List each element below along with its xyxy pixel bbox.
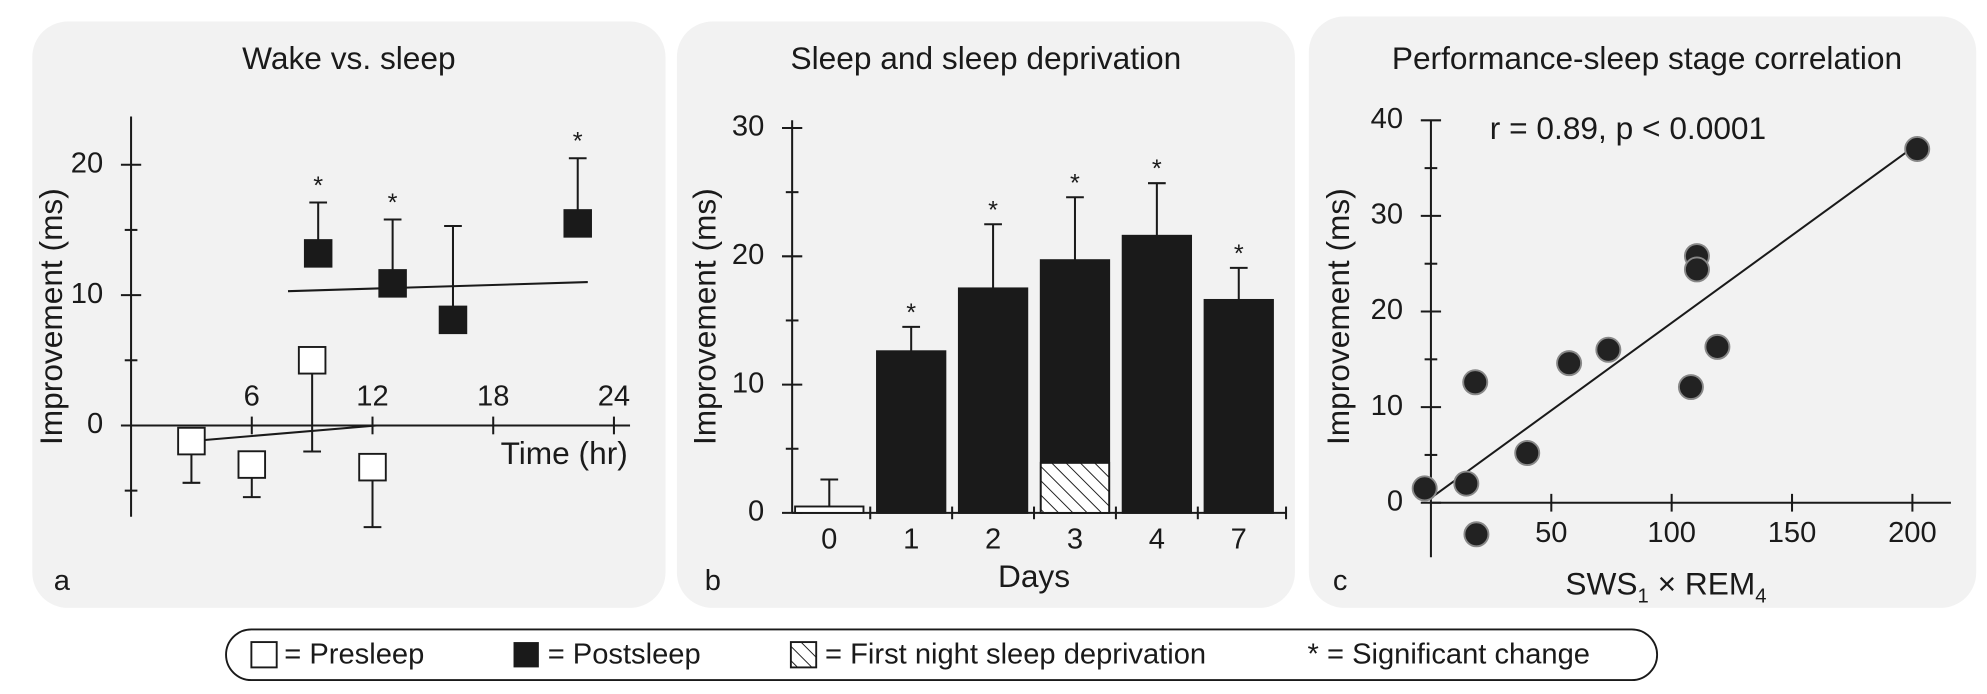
legend-swatch (513, 642, 539, 668)
x-tick-label: 100 (1647, 517, 1696, 549)
x-axis-label: Time (hr) (501, 435, 628, 471)
y-tick-label: 0 (87, 408, 103, 440)
x-tick-label: 4 (1149, 523, 1165, 555)
x-tick-label: 6 (244, 380, 260, 412)
y-tick-label: 10 (71, 278, 103, 310)
x-tick-label: 24 (598, 380, 630, 412)
x-axis-label-part: 4 (1755, 586, 1766, 608)
panel-c-bg (1308, 16, 1977, 608)
y-tick-label: 40 (1371, 103, 1403, 135)
point (1514, 440, 1541, 466)
legend-label: = Presleep (284, 639, 424, 671)
x-tick-label: 200 (1888, 517, 1937, 549)
trend-line (191, 424, 377, 443)
y-tick-label: 30 (1371, 199, 1403, 231)
x-tick-label: 7 (1231, 523, 1247, 555)
hatched-bar (1039, 461, 1111, 514)
significance-star: * (1152, 155, 1162, 183)
bar (1203, 298, 1274, 514)
point (1462, 369, 1489, 396)
point (1411, 475, 1438, 502)
y-tick-label: 0 (748, 496, 764, 528)
point (378, 269, 407, 298)
point (438, 305, 468, 335)
significance-star: * (1070, 169, 1080, 197)
significance-star: * (388, 189, 398, 217)
point (297, 346, 327, 375)
legend-swatch (789, 641, 818, 669)
significance-star: * (313, 172, 323, 200)
point (1904, 136, 1931, 162)
annotation: r = 0.89, p < 0.0001 (1490, 110, 1766, 146)
panel-title: Performance-sleep stage correlation (1392, 40, 1902, 76)
y-tick-label: 20 (1371, 294, 1403, 326)
x-tick-label: 12 (356, 380, 388, 412)
x-tick-label: 50 (1535, 517, 1567, 549)
x-tick-label: 2 (985, 523, 1001, 555)
point (1453, 470, 1480, 497)
x-axis-label-part: SWS (1565, 566, 1637, 602)
point (1677, 374, 1704, 401)
bar (876, 350, 947, 514)
point (358, 452, 387, 482)
point (1595, 336, 1622, 363)
y-tick-label: 10 (732, 367, 764, 399)
y-tick-label: 30 (732, 111, 764, 143)
panel-letter: c (1333, 565, 1348, 597)
trend-line (287, 281, 588, 293)
point (1683, 256, 1710, 283)
y-axis-label: Improvement (ms) (1320, 188, 1356, 445)
x-tick-label: 3 (1067, 523, 1083, 555)
point (303, 239, 333, 268)
x-axis-label-part: × REM (1649, 566, 1755, 602)
significance-star: * (573, 128, 583, 156)
y-tick-label: 10 (1371, 390, 1403, 422)
x-tick-label: 150 (1768, 517, 1817, 549)
panel-a-bg (32, 21, 666, 608)
x-axis-label: SWS1 × REM4 (1565, 566, 1766, 608)
x-axis-label-part: 1 (1638, 586, 1649, 608)
legend-box (225, 628, 1659, 682)
bar (794, 505, 865, 514)
point (1463, 521, 1490, 548)
significance-star: * (1234, 240, 1244, 268)
y-tick-label: 20 (71, 147, 103, 179)
x-tick-label: 18 (477, 380, 509, 412)
legend-label: * = Significant change (1308, 639, 1590, 671)
panel-title: Sleep and sleep deprivation (791, 40, 1182, 76)
bar (1121, 234, 1193, 514)
significance-star: * (906, 299, 916, 327)
bar (957, 287, 1029, 514)
legend-label: = First night sleep deprivation (825, 639, 1206, 671)
panel-letter: b (705, 565, 721, 597)
panel-title: Wake vs. sleep (242, 40, 455, 76)
y-axis-label: Improvement (ms) (687, 188, 723, 445)
x-tick-label: 1 (903, 523, 919, 555)
point (177, 426, 206, 456)
trend-line (1430, 142, 1920, 499)
significance-star: * (988, 196, 998, 224)
point (237, 450, 267, 479)
x-axis-label: Days (998, 558, 1070, 594)
y-tick-label: 0 (1387, 485, 1403, 517)
point (563, 209, 592, 238)
point (1556, 350, 1583, 377)
panel-letter: a (54, 565, 71, 597)
legend-label: = Postsleep (548, 639, 701, 671)
x-tick-label: 0 (821, 523, 837, 555)
point (1704, 333, 1731, 360)
legend-swatch (250, 641, 278, 669)
y-axis-label: Improvement (ms) (33, 188, 69, 445)
y-tick-label: 20 (732, 239, 764, 271)
